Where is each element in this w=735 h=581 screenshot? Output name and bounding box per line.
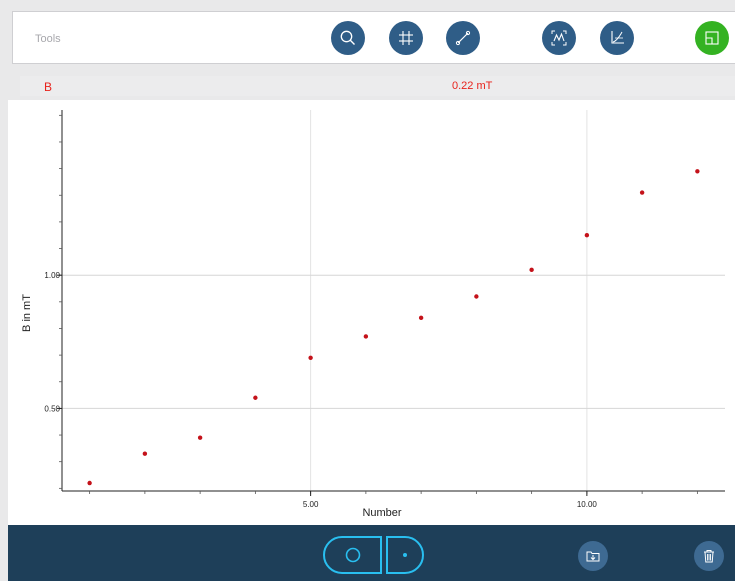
delete-button[interactable] [694, 541, 724, 571]
folder-download-icon [586, 551, 600, 562]
trash-icon [704, 550, 714, 563]
axes-curve-icon [611, 31, 624, 44]
x-tick-label: 5.00 [303, 500, 319, 509]
data-point[interactable] [584, 233, 590, 238]
grid-lines [62, 110, 725, 491]
toolbar: Tools [12, 11, 735, 64]
record-mode-single-button[interactable] [386, 536, 424, 574]
data-point[interactable] [529, 267, 534, 273]
export-button[interactable] [578, 541, 608, 571]
data-point[interactable] [474, 294, 479, 299]
data-point[interactable] [363, 334, 369, 339]
plot-area[interactable]: 5.00 10.00 0.50 1.00 Number B in mT [8, 100, 735, 525]
data-point[interactable] [695, 169, 700, 174]
value-readout: B 0.22 mT [20, 76, 735, 96]
magnifier-icon [340, 30, 355, 45]
autoscale-curve-icon [551, 30, 567, 46]
y-tick-label: 1.00 [44, 271, 60, 280]
scatter-chart[interactable]: 5.00 10.00 0.50 1.00 Number B in mT [8, 100, 735, 525]
line-tool-button[interactable] [446, 21, 480, 55]
y-tick-label: 0.50 [44, 404, 60, 413]
y-axis-label: B in mT [21, 294, 33, 332]
record-mode-continuous-button[interactable] [323, 536, 382, 574]
data-point[interactable] [639, 190, 645, 195]
data-point[interactable] [142, 451, 148, 456]
autoscale-button[interactable] [542, 21, 576, 55]
line-segment-icon [455, 30, 471, 46]
data-point[interactable] [197, 435, 203, 440]
axes-button[interactable] [600, 21, 634, 55]
data-points [87, 169, 700, 486]
crosshair-frame-icon [399, 31, 413, 45]
crosshair-button[interactable] [389, 21, 423, 55]
readout-channel-name: B [44, 80, 53, 94]
readout-current-value: 0.22 mT [452, 80, 493, 92]
bottom-bar [8, 525, 735, 581]
data-point[interactable] [308, 355, 313, 360]
layout-button[interactable] [695, 21, 729, 55]
axes [61, 110, 725, 492]
split-window-icon [705, 31, 719, 45]
zoom-button[interactable] [331, 21, 365, 55]
dot-point-icon [403, 553, 407, 557]
data-point[interactable] [418, 315, 424, 321]
circle-record-icon [345, 547, 360, 563]
x-axis-label: Number [362, 507, 401, 519]
x-tick-label: 10.00 [577, 500, 598, 509]
data-point[interactable] [253, 395, 258, 400]
toolbar-label: Tools [35, 33, 61, 45]
ticks: 5.00 10.00 0.50 1.00 [44, 114, 698, 509]
data-point[interactable] [87, 480, 92, 486]
